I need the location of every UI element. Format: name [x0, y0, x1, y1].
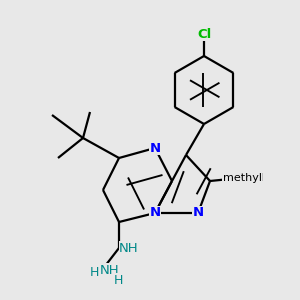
Text: H: H — [113, 274, 123, 286]
Text: H: H — [89, 266, 99, 278]
Text: methyl: methyl — [229, 173, 263, 183]
Text: N: N — [149, 142, 161, 154]
Text: NH: NH — [100, 263, 120, 277]
Text: Cl: Cl — [197, 28, 211, 40]
Text: NH: NH — [119, 242, 139, 254]
Text: methyl: methyl — [223, 173, 262, 183]
Text: N: N — [149, 206, 161, 220]
Text: N: N — [192, 206, 204, 220]
